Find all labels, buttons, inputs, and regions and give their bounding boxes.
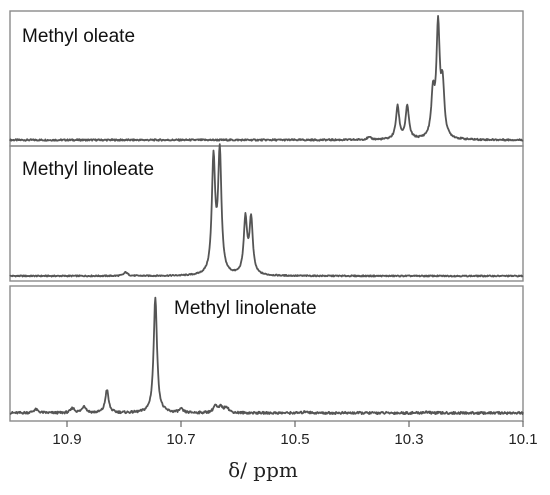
spectrum-line-methyl-linolenate bbox=[9, 296, 524, 416]
panel-label-methyl-linolenate: Methyl linolenate bbox=[174, 298, 317, 319]
spectrum-line-methyl-oleate bbox=[9, 15, 524, 142]
x-tick-label: 10.5 bbox=[280, 431, 309, 448]
x-tick-label: 10.7 bbox=[166, 431, 195, 448]
x-tick-label: 10.9 bbox=[52, 431, 81, 448]
x-tick-label: 10.3 bbox=[394, 431, 423, 448]
panel-label-methyl-oleate: Methyl oleate bbox=[22, 26, 135, 47]
x-axis-title: δ/ ppm bbox=[228, 458, 298, 482]
panel-frame-linoleate bbox=[9, 145, 524, 282]
spectrum-line-methyl-linoleate bbox=[9, 143, 524, 278]
x-axis-ticks bbox=[66, 421, 524, 427]
panel-label-methyl-linoleate: Methyl linoleate bbox=[22, 159, 154, 180]
x-tick-label: 10.1 bbox=[508, 431, 537, 448]
panel-frame-linolenate bbox=[9, 285, 524, 422]
